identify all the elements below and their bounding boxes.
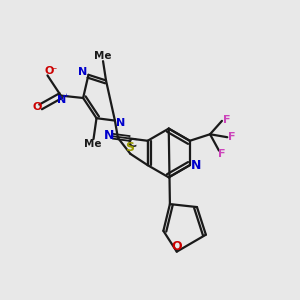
Text: N: N <box>191 159 202 172</box>
Text: O: O <box>33 102 42 112</box>
Text: Me: Me <box>84 139 102 149</box>
Text: F: F <box>218 149 226 159</box>
Text: F: F <box>223 115 230 125</box>
Text: O: O <box>44 66 54 76</box>
Text: N: N <box>78 68 87 77</box>
Text: $^-$: $^-$ <box>50 64 58 74</box>
Text: N: N <box>104 129 114 142</box>
Text: Me: Me <box>94 51 111 62</box>
Text: C: C <box>128 137 137 150</box>
Text: N: N <box>116 118 125 128</box>
Text: $^+$: $^+$ <box>61 92 70 101</box>
Text: N: N <box>57 95 66 105</box>
Text: S: S <box>125 141 134 154</box>
Text: O: O <box>171 240 182 253</box>
Text: F: F <box>228 132 236 142</box>
